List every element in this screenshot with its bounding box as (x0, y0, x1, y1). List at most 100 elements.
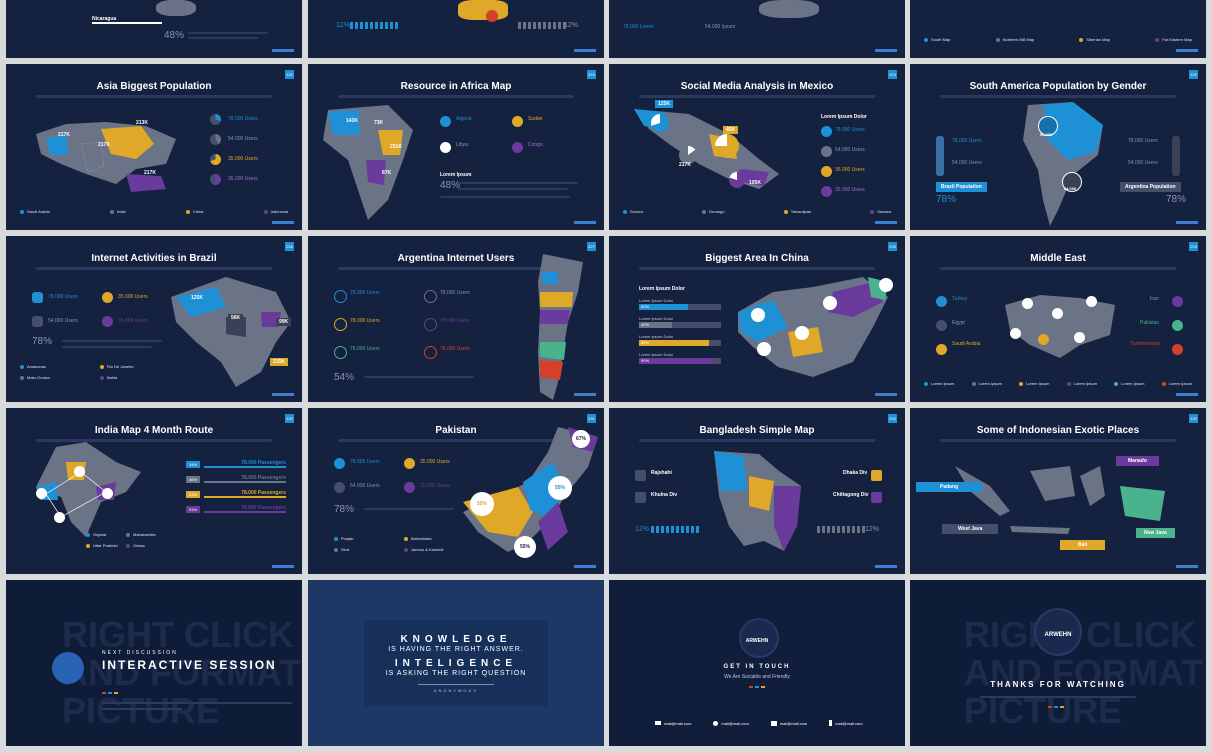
resource-item: Libya (456, 142, 468, 148)
users-stat: 78.000 Users (952, 138, 982, 144)
slide-bangladesh[interactable]: 232 Bangladesh Simple Map Rajshahi Khuln… (609, 408, 905, 574)
slide-asia-population[interactable]: 222 Asia Biggest Population 217K 217K 21… (6, 64, 302, 230)
slide-interactive-session[interactable]: RIGHT CLICK AND FORMAT PICTURE NEXT DISC… (6, 580, 302, 746)
legend-item: Mato Grosso (20, 375, 100, 380)
slide-indonesia[interactable]: 233 Some of Indonesian Exotic Places Pad… (910, 408, 1206, 574)
brand-logo (1176, 49, 1198, 52)
pinterest-icon[interactable] (936, 344, 947, 355)
linkedin-icon[interactable] (1172, 296, 1183, 307)
slide-russia[interactable]: South Map Northern Mill Map Siberian Map… (910, 0, 1206, 58)
brand-logo (875, 221, 897, 224)
slide-contact[interactable]: ARWEHN GET IN TOUCH We Are Sociable and … (609, 580, 905, 746)
percent-text: 48% (164, 30, 185, 41)
users-stat: 35.000 Users (228, 156, 258, 162)
percent-text: 78% (1166, 194, 1187, 205)
contact-facebook[interactable]: mail@mail.com (829, 720, 863, 726)
brand-logo (272, 565, 294, 568)
progress-fill: 40% (639, 322, 672, 328)
map-label: 56K (228, 314, 244, 322)
progress-fill: 90% (639, 358, 713, 364)
quote-line-2: IS HAVING THE RIGHT ANSWER. (388, 646, 524, 653)
progress-list: Lorem Ipsum Dolor 60% Lorem Ipsum Dolor 40%… (639, 298, 721, 370)
brand-logo (574, 393, 596, 396)
chat-icon[interactable] (52, 652, 84, 684)
slide-thanks[interactable]: RIGHT CLICK AND FORMAT PICTURE ARWEHN TH… (910, 580, 1206, 746)
bangladesh-map (714, 451, 801, 551)
slide-china-area[interactable]: 228 Biggest Area In China Lorem Ipsum Do… (609, 236, 905, 402)
slide-quote[interactable]: KNOWLEDGE IS HAVING THE RIGHT ANSWER. IN… (308, 580, 604, 746)
lorem-heading: Lorem Ipsum Dolor (821, 114, 867, 120)
legend-item: Lorem Ipsum (1066, 381, 1097, 386)
slide-title: Bangladesh Simple Map (699, 425, 815, 436)
twitter-icon[interactable] (936, 296, 947, 307)
slide-brazil-internet[interactable]: 226 Internet Activities in Brazil 78.000… (6, 236, 302, 402)
users-stat: 35.000 Users (835, 167, 865, 173)
youtube-icon[interactable] (1172, 344, 1183, 355)
slide-middle-east[interactable]: 229 Middle East Turkey Egypt Saudi Arabi… (910, 236, 1206, 402)
brand-name: ARWEHN (745, 638, 769, 644)
place-tag: Manado (1116, 456, 1159, 466)
slide-nicaragua[interactable]: Nicaragua 48% (6, 0, 302, 58)
users-stat: 78.000 Users (48, 294, 78, 300)
users-stat: 78.000 Users (835, 127, 865, 133)
quote-line-4: IS ASKING THE RIGHT QUESTION (385, 670, 527, 677)
progress-row: Lorem Ipsum Dolor 40% (639, 316, 721, 328)
map-pin-icon (1010, 328, 1021, 339)
resource-item: Congo (528, 142, 543, 148)
facebook-icon[interactable] (936, 320, 947, 331)
page-number: 222 (285, 70, 294, 79)
pinterest-icon[interactable] (404, 458, 415, 469)
contact-google-plus[interactable]: mail@mail.com (770, 720, 807, 726)
argentina-map (538, 254, 583, 400)
users-stat: 35.000 Users (420, 459, 450, 465)
linkedin-icon[interactable] (404, 482, 415, 493)
map-pin-icon (1022, 298, 1033, 309)
facebook-icon[interactable] (334, 482, 345, 493)
passenger-count: 78.000 Passengers (204, 460, 286, 468)
legend-item: Punjab (334, 536, 404, 541)
users-stat: 54.000 Users (835, 147, 865, 153)
slide-india-route[interactable]: 230 India Map 4 Month Route 34% 78.000 Pa… (6, 408, 302, 574)
legend-item: India (109, 209, 126, 214)
legend-item: Oaxaca (870, 209, 891, 214)
legend-item: Saudi Arabia (20, 209, 50, 214)
passenger-count: 78.000 Passengers (204, 490, 286, 498)
legend-item: Far Eastern Map (1155, 37, 1192, 42)
google-plus-icon[interactable] (1172, 320, 1183, 331)
contact-twitter[interactable]: mail@mail.com (713, 720, 749, 726)
slide-south-america[interactable]: 225 South America Population by Gender 5… (910, 64, 1206, 230)
twitter-icon (713, 720, 719, 726)
slide-asia-east[interactable]: 78.000 Lorem 54.000 Ipsum (609, 0, 905, 58)
slide-title: Biggest Area In China (705, 253, 809, 264)
percent-circle: 55% (514, 536, 536, 558)
slide-title: Middle East (1030, 253, 1086, 264)
users-stat: 54.000 Users (1128, 160, 1158, 166)
percent-text: 54% (334, 372, 355, 383)
slide-title: Social Media Analysis in Mexico (680, 81, 834, 92)
south-america-map (1023, 102, 1103, 226)
brand-logo (574, 565, 596, 568)
page-number: 232 (888, 414, 897, 423)
brand-logo-circle (1034, 608, 1082, 656)
legend-item: Sonora (623, 209, 643, 214)
slide-africa-people[interactable]: 12% 12% (308, 0, 604, 58)
slide-mexico-social[interactable]: 224 Social Media Analysis in Mexico 125K… (609, 64, 905, 230)
place-tag: New Java (1136, 528, 1175, 538)
twitter-icon[interactable] (334, 458, 345, 469)
country-label: Egypt (952, 320, 965, 326)
division-label: Khulna Div (651, 492, 678, 498)
country-label: Turkey (952, 296, 968, 302)
contact-mail[interactable]: mail@mail.com (655, 720, 691, 726)
users-stat: 78.000 Users (350, 346, 380, 352)
slide-pakistan[interactable]: 231 Pakistan 78.000 Users 35.000 Users 5… (308, 408, 604, 574)
brand-logo (875, 393, 897, 396)
passenger-count: 78.000 Passengers (204, 505, 286, 513)
users-stat: 35.000 Users (118, 318, 148, 324)
slide-argentina[interactable]: 227 Argentina Internet Users 78.000 User… (308, 236, 604, 402)
quote-line-3: INTELIGENCE (394, 658, 518, 669)
division-label: Dhaka Div (843, 470, 868, 476)
progress-row: Lorem Ipsum Dolor 85% (639, 334, 721, 346)
asia-map (36, 122, 176, 192)
legend-item: Northern Mill Map (995, 37, 1034, 42)
slide-africa-resource[interactable]: 223 Resource in Africa Map 143K 73K 251K… (308, 64, 604, 230)
